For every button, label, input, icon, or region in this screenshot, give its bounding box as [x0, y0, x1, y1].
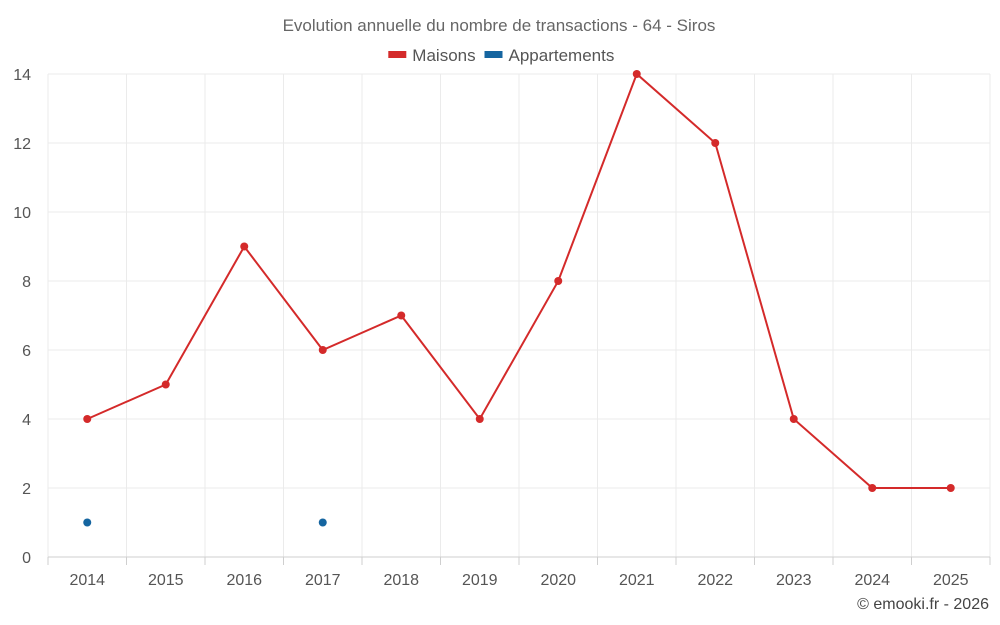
y-tick-label: 4 [22, 412, 31, 429]
y-tick-label: 0 [22, 550, 31, 567]
legend-swatch [388, 51, 407, 58]
x-tick-label: 2025 [933, 572, 969, 589]
x-tick-label: 2015 [148, 572, 184, 589]
chart-title: Evolution annuelle du nombre de transact… [283, 16, 716, 35]
y-tick-label: 8 [22, 274, 31, 291]
data-point[interactable] [318, 518, 327, 527]
x-tick-label: 2019 [462, 572, 498, 589]
x-tick-label: 2020 [540, 572, 576, 589]
y-tick-label: 2 [22, 481, 31, 498]
y-tick-label: 12 [13, 136, 31, 153]
gridlines [47, 73, 991, 557]
axes: 0 2 4 6 8 10 12 14 2014 2015 2016 2017 2018 2019 2020 2… [13, 67, 991, 589]
data-point[interactable] [83, 518, 92, 527]
y-tick-label: 14 [13, 67, 31, 84]
data-point[interactable] [83, 415, 92, 423]
data-point[interactable] [475, 415, 484, 423]
data-point[interactable] [868, 484, 877, 492]
x-tick-label: 2021 [619, 572, 655, 589]
legend-label: Appartements [509, 46, 615, 65]
x-tick-label: 2016 [226, 572, 262, 589]
x-tick-label: 2024 [854, 572, 890, 589]
legend-swatch [484, 51, 503, 58]
data-point[interactable] [397, 311, 406, 320]
data-point[interactable] [240, 242, 249, 251]
series-appartements [83, 518, 327, 527]
x-tick-label: 2023 [776, 572, 812, 589]
series-line [86, 72, 951, 489]
legend-item-appartements[interactable]: Appartements [484, 46, 615, 65]
legend-item-maisons[interactable]: Maisons [388, 46, 476, 65]
x-tick-label: 2018 [383, 572, 419, 589]
legend: Maisons Appartements [388, 46, 614, 65]
data-point[interactable] [318, 346, 327, 354]
data-point[interactable] [711, 139, 720, 147]
data-point[interactable] [789, 415, 798, 423]
series-layer [83, 70, 955, 527]
data-point[interactable] [161, 380, 170, 389]
y-tick-label: 6 [22, 343, 31, 360]
x-tick-label: 2014 [69, 572, 105, 589]
x-tick-label: 2017 [305, 572, 341, 589]
data-point[interactable] [632, 70, 641, 78]
x-tick-label: 2022 [697, 572, 733, 589]
series-maisons [83, 70, 955, 492]
data-point[interactable] [554, 277, 563, 285]
y-tick-label: 10 [13, 205, 31, 222]
data-point[interactable] [946, 484, 955, 492]
legend-label: Maisons [412, 46, 475, 65]
credit-text: © emooki.fr - 2026 [857, 596, 989, 613]
